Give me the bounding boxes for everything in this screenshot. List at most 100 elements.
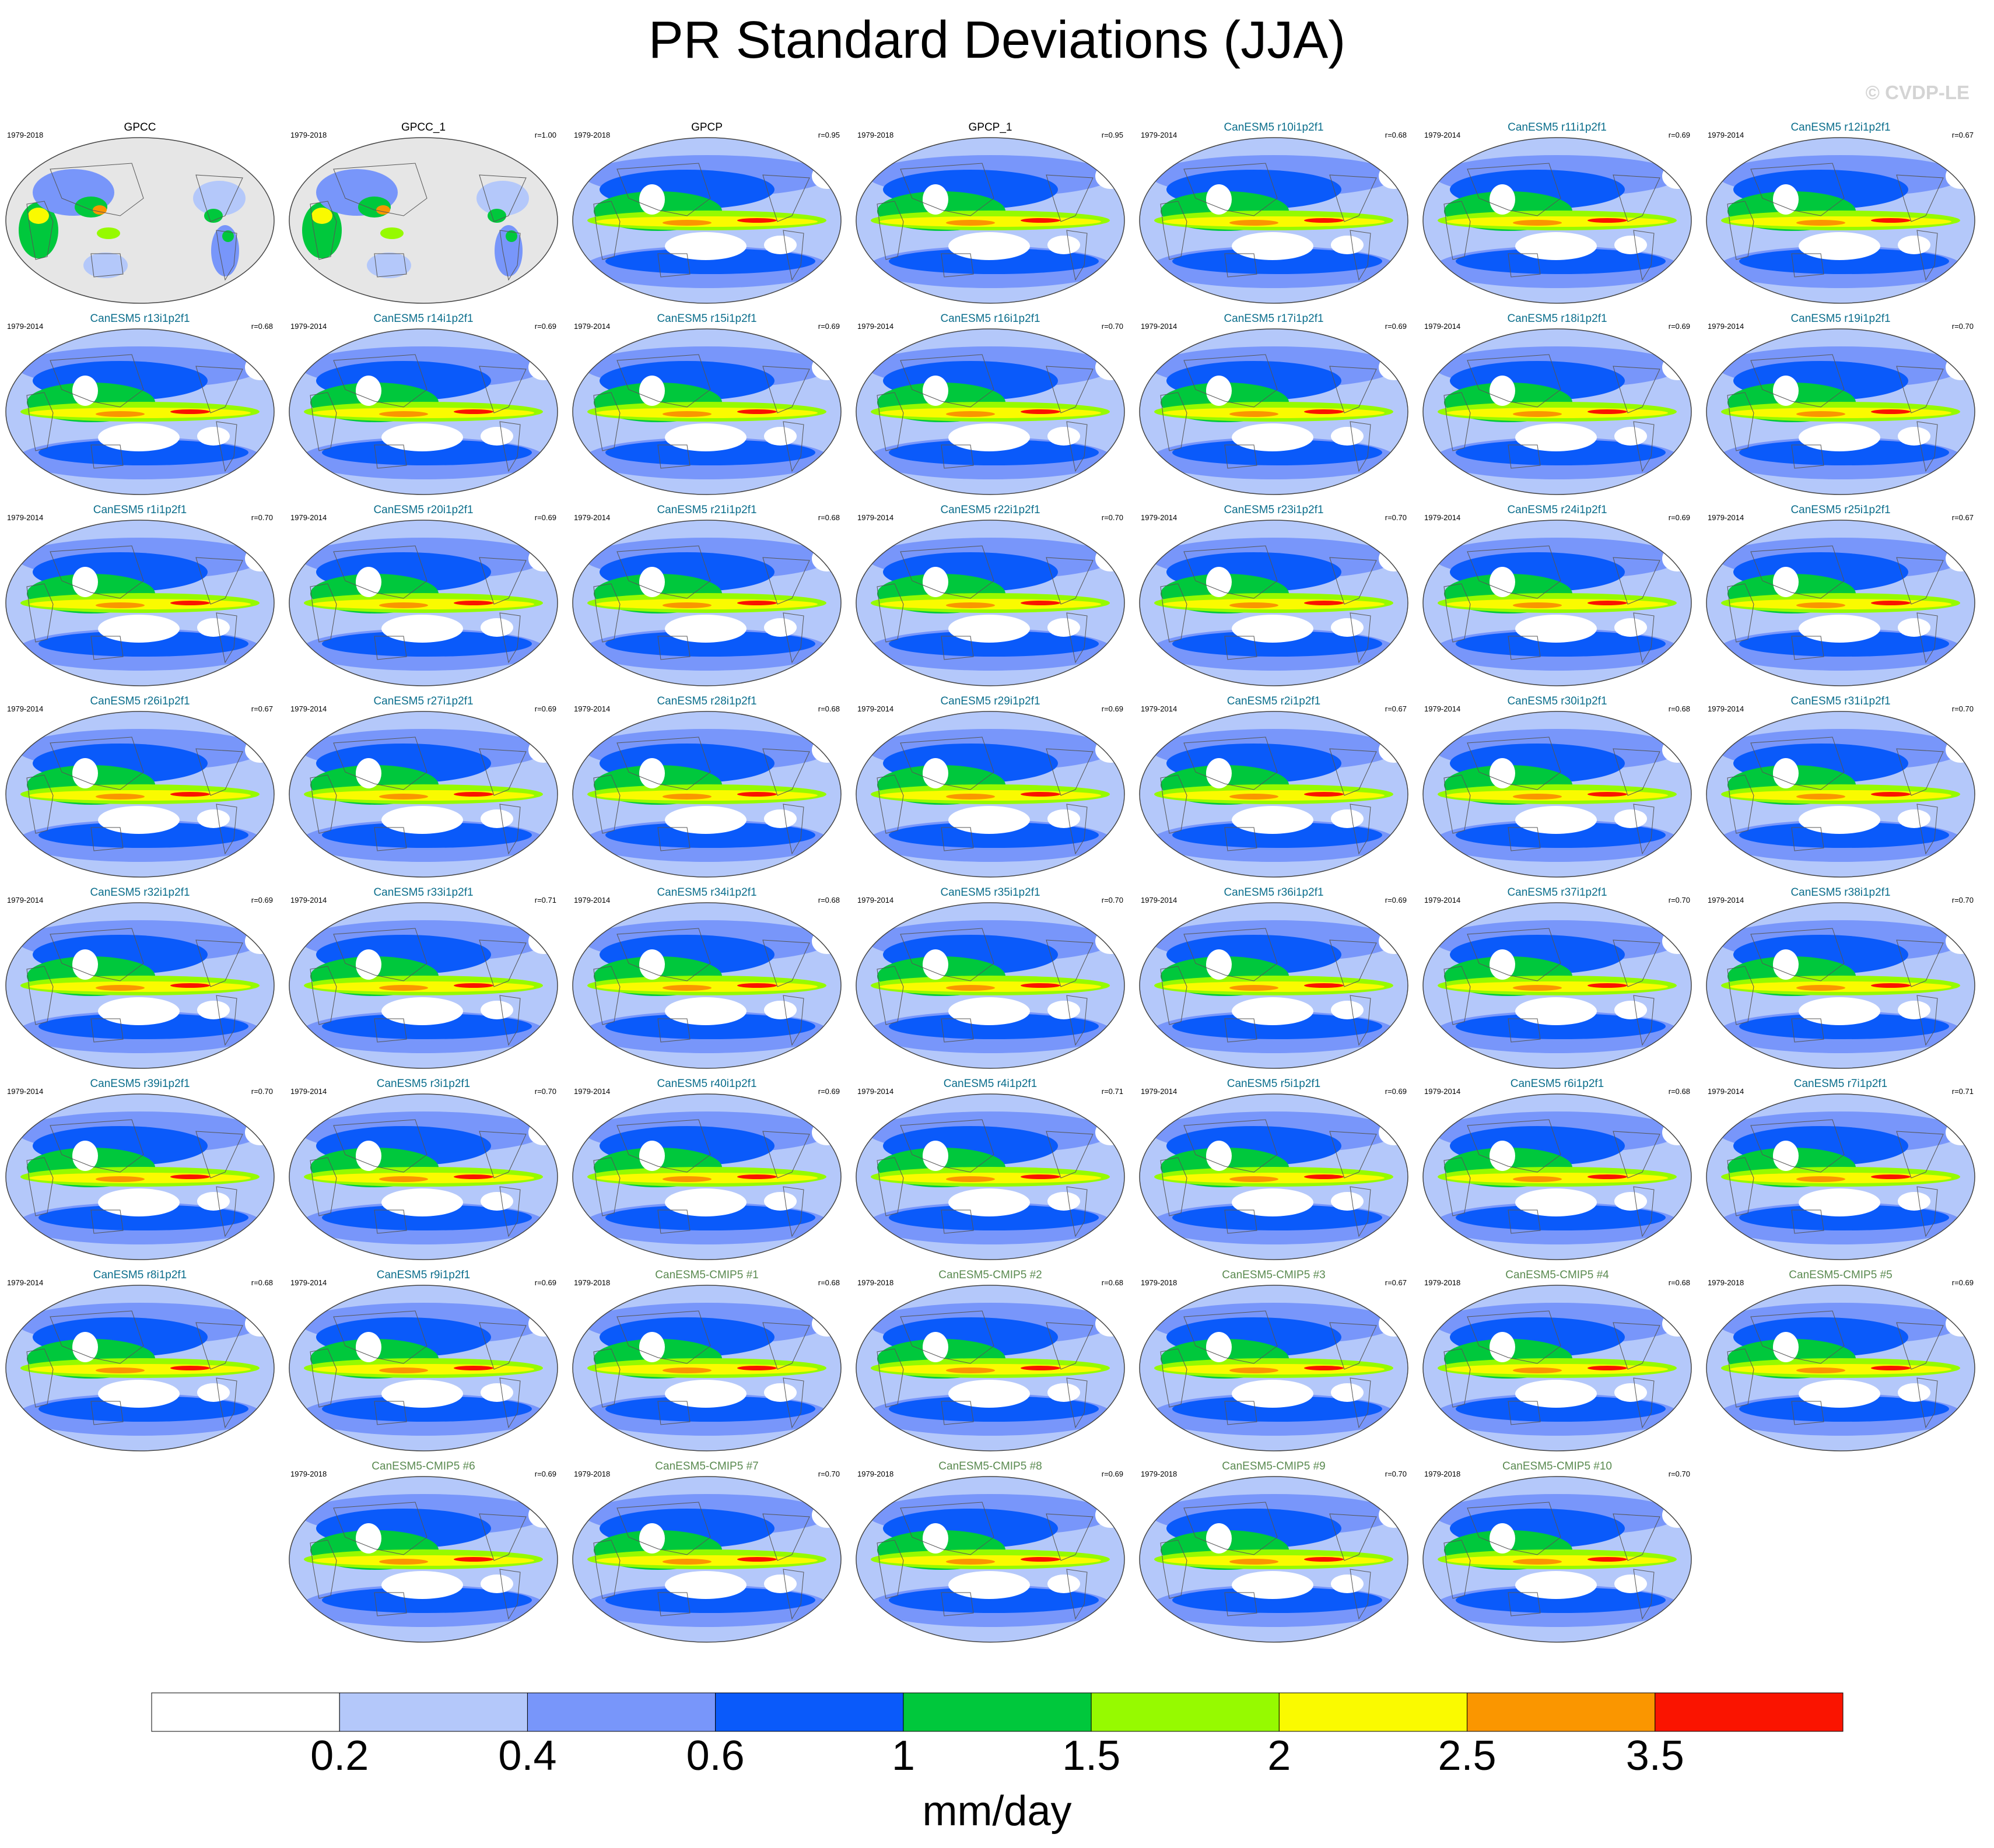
panel-title: CanESM5 r31i1p2f1 (1790, 695, 1891, 707)
africa-sahel (28, 208, 49, 224)
north-atlantic-low (245, 928, 274, 954)
map-panel: CanESM5-CMIP5 #6 1979-2018 r=0.69 (287, 1460, 560, 1646)
panel-correlation: r=0.70 (1951, 704, 1974, 713)
map-border (572, 137, 842, 304)
east-pacific-peak (1871, 1366, 1911, 1370)
map-panel: CanESM5 r2i1p2f1 1979-2014 r=0.67 (1137, 695, 1410, 881)
east-pacific-peak (170, 1366, 210, 1370)
map-border (1706, 902, 1975, 1069)
east-pacific-peak (454, 792, 493, 797)
panel-years: 1979-2018 (574, 131, 611, 139)
coastline (1613, 748, 1660, 796)
map-plot (5, 1285, 275, 1451)
coastline (50, 354, 144, 408)
coastline (1183, 1502, 1278, 1555)
coastline (1750, 737, 1845, 790)
coastline (1183, 928, 1278, 981)
coastline (593, 774, 621, 834)
south-atlantic-dry-zone (764, 618, 797, 637)
panel-correlation: r=0.69 (1101, 704, 1123, 713)
colorbar-swatch (1655, 1692, 1844, 1732)
south-atlantic-dry-zone (1331, 1383, 1364, 1402)
coastline (1916, 421, 1938, 472)
panel-title: CanESM5 r32i1p2f1 (90, 886, 190, 899)
north-atlantic-low (528, 1311, 558, 1337)
north-atlantic-low (1946, 1120, 1975, 1145)
colorbar-units-label: mm/day (922, 1788, 1072, 1835)
south-atlantic-dry-zone (1898, 1192, 1930, 1211)
south-pacific-dry-zone (381, 1571, 463, 1599)
panel-title: CanESM5 r16i1p2f1 (940, 313, 1040, 325)
panel-correlation: r=0.71 (534, 896, 556, 904)
east-pacific-peak (1304, 1174, 1344, 1179)
coastline (941, 444, 974, 469)
coastline (1916, 1186, 1938, 1237)
map-border (1422, 1093, 1692, 1260)
coastline (941, 636, 974, 660)
colorbar-tick-label: 0.6 (686, 1733, 745, 1779)
south-pacific-dry-zone (98, 997, 180, 1025)
panel-correlation: r=0.67 (1951, 513, 1974, 522)
coastline (195, 748, 243, 796)
map-panel: CanESM5 r17i1p2f1 1979-2014 r=0.69 (1137, 313, 1410, 498)
south-atlantic-dry-zone (1331, 1575, 1364, 1593)
west-pacific-peak (663, 411, 712, 417)
north-atlantic-low (1379, 163, 1408, 189)
panel-correlation: r=0.70 (1668, 896, 1690, 904)
map-border (572, 902, 842, 1069)
coastline (762, 1513, 810, 1561)
map-plot (1139, 520, 1408, 686)
panel-title: CanESM5 r23i1p2f1 (1224, 504, 1324, 516)
north-atlantic-low (245, 546, 274, 571)
coastline (499, 1569, 521, 1620)
south-atlantic-dry-zone (481, 1001, 513, 1019)
south-pacific-dry-zone (665, 232, 747, 260)
map-border (1422, 328, 1692, 495)
map-plot (1422, 520, 1692, 686)
coastline (1791, 1018, 1824, 1043)
south-pacific-dry-zone (1515, 1380, 1597, 1408)
panel-years: 1979-2018 (857, 131, 894, 139)
coastline (783, 230, 804, 281)
panel-years: 1979-2018 (857, 1470, 894, 1478)
map-plot (1139, 137, 1408, 304)
coastline (333, 1119, 427, 1173)
panel-years: 1979-2014 (7, 1087, 44, 1096)
coastline (1443, 966, 1471, 1025)
panel-years: 1979-2014 (7, 1278, 44, 1287)
map-border (572, 711, 842, 878)
central-america (488, 209, 506, 223)
coastline (1224, 1209, 1257, 1234)
east-pacific-peak (1304, 218, 1344, 223)
south-atlantic-dry-zone (1898, 809, 1930, 828)
south-atlantic-dry-zone (1331, 1001, 1364, 1019)
panel-title: GPCC (124, 121, 156, 134)
panel-years: 1979-2018 (7, 131, 44, 139)
map-plot (572, 520, 842, 686)
coastline (616, 163, 711, 216)
colorbar-tick-label: 3.5 (1625, 1733, 1684, 1779)
east-pacific-peak (454, 1557, 493, 1562)
coastline (1160, 1157, 1187, 1216)
panel-correlation: r=0.69 (1385, 896, 1407, 904)
coastline (1916, 612, 1938, 664)
panel-correlation: r=0.69 (818, 322, 840, 331)
south-pacific-dry-zone (948, 806, 1030, 834)
map-plot (289, 711, 558, 878)
north-dry-region (639, 949, 665, 980)
map-border (572, 328, 842, 495)
coastline (499, 804, 521, 855)
colorbar-swatch (1091, 1692, 1280, 1732)
panel-years: 1979-2014 (1708, 131, 1744, 139)
coastline (1224, 636, 1257, 660)
panel-title: CanESM5-CMIP5 #5 (1789, 1269, 1893, 1281)
colorbar-tick-label: 1.5 (1062, 1733, 1121, 1779)
south-atlantic-dry-zone (764, 427, 797, 446)
map-panel: CanESM5 r1i1p2f1 1979-2014 r=0.70 (3, 504, 276, 689)
panel-correlation: r=0.70 (251, 1087, 273, 1096)
coastline (762, 1131, 810, 1179)
north-atlantic-low (1379, 1311, 1408, 1337)
coastline (1160, 966, 1187, 1025)
east-pacific-peak (737, 409, 777, 414)
west-pacific-peak (1796, 1367, 1845, 1373)
